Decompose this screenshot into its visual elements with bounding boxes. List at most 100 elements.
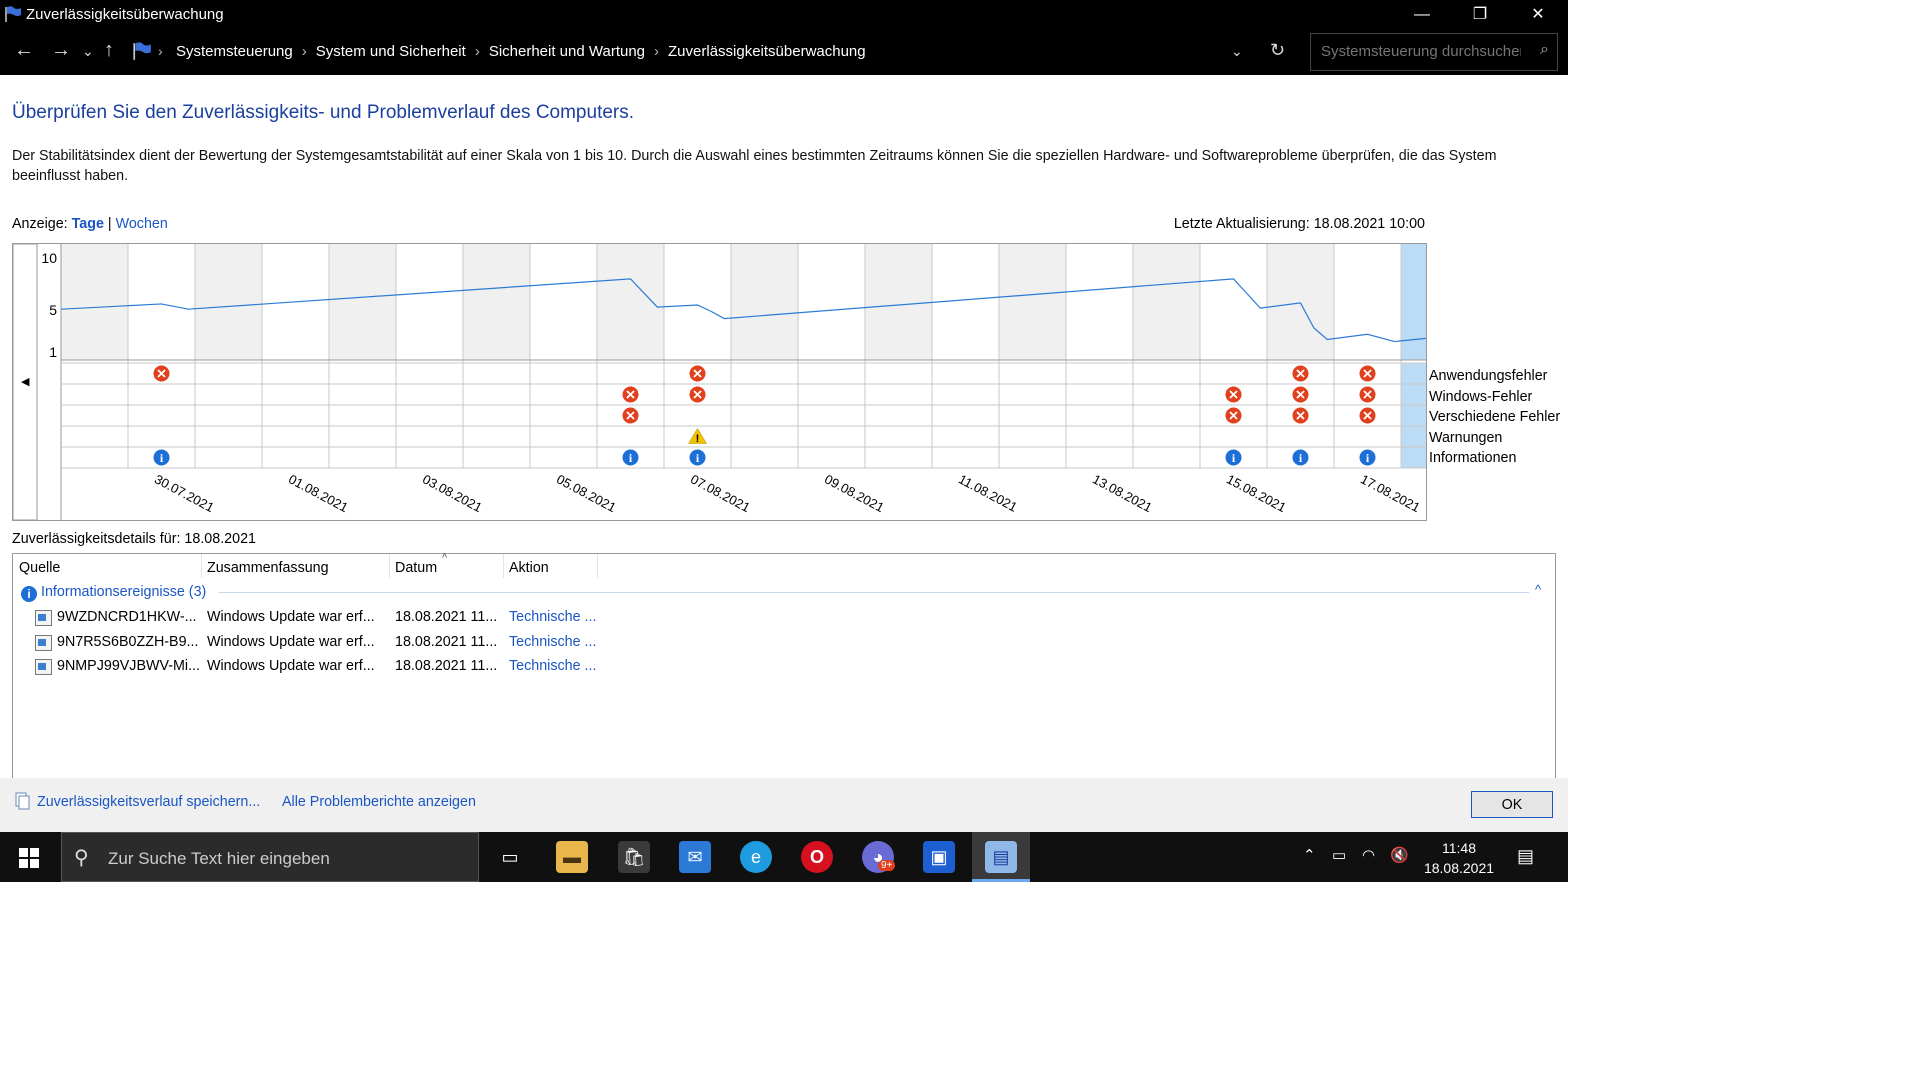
column-divider[interactable]: [503, 554, 504, 578]
file-explorer-icon[interactable]: ▬: [556, 841, 588, 873]
breadcrumb-separator-icon: ›: [158, 43, 163, 59]
last-update: Letzte Aktualisierung: 18.08.2021 10:00: [1173, 216, 1425, 232]
save-history-link[interactable]: Zuverlässigkeitsverlauf speichern...: [37, 794, 261, 810]
info-icon-glyph: i: [1366, 451, 1370, 465]
address-dropdown-icon[interactable]: ⌄: [1231, 43, 1243, 59]
notification-center-icon[interactable]: ▤: [1517, 846, 1535, 866]
info-icon: [689, 449, 706, 466]
search-box[interactable]: ⌕: [1310, 33, 1558, 71]
y-tick-label: 5: [49, 302, 57, 318]
column-header-summary[interactable]: Zusammenfassung: [207, 560, 329, 576]
info-icon-glyph: i: [160, 451, 164, 465]
edge-browser-icon[interactable]: e: [740, 841, 772, 873]
reliability-chart[interactable]: ◀▶1051ii!iiiii30.07.202101.08.202103.08.…: [12, 243, 1427, 521]
window-title: Zuverlässigkeitsüberwachung: [26, 6, 224, 23]
update-app-icon: [35, 635, 52, 651]
tray-overflow-icon[interactable]: ⌃: [1303, 847, 1316, 864]
address-bar: ← → ⌄ ↑ › Systemsteuerung › System und Sic…: [0, 29, 1568, 75]
forward-arrow-icon[interactable]: →: [51, 39, 71, 61]
error-icon-cross: [693, 390, 702, 399]
x-tick-label: 13.08.2021: [1090, 471, 1155, 515]
error-icon-cross: [693, 369, 702, 378]
error-icon-cross: [1363, 411, 1372, 420]
column-divider[interactable]: [201, 554, 202, 578]
scroll-left-icon[interactable]: ◀: [21, 376, 30, 388]
stability-index-line: [60, 278, 1426, 343]
page-description: Der Stabilitätsindex dient der Bewertung…: [12, 148, 1497, 184]
column-header-action[interactable]: Aktion: [509, 560, 549, 576]
column-divider[interactable]: [389, 554, 390, 578]
group-information-events[interactable]: i Informationsereignisse (3): [21, 584, 206, 602]
day-events-column: [61, 363, 128, 468]
search-icon[interactable]: ⌕: [1540, 41, 1549, 58]
breadcrumb-sicherheit-und-wartung[interactable]: Sicherheit und Wartung: [488, 43, 646, 60]
back-arrow-icon[interactable]: ←: [14, 39, 34, 61]
table-row[interactable]: 9NMPJ99VJBWV-Mi... Windows Update war er…: [35, 658, 635, 680]
info-icon-glyph: i: [696, 451, 700, 465]
speaker-muted-icon[interactable]: 🔇: [1390, 847, 1409, 864]
remote-desktop-icon[interactable]: ▣: [923, 841, 955, 873]
row-source: 9N7R5S6B0ZZH-B9...: [57, 634, 199, 650]
search-icon: ⚲: [74, 847, 89, 869]
x-tick-label: 03.08.2021: [420, 471, 485, 515]
windows-start-icon[interactable]: [19, 848, 39, 868]
wifi-icon[interactable]: ◠: [1362, 847, 1376, 864]
active-app-indicator: [972, 879, 1030, 882]
ok-button[interactable]: OK: [1471, 791, 1553, 818]
recent-dropdown-icon[interactable]: ⌄: [82, 43, 94, 59]
maximize-button[interactable]: ❐: [1472, 6, 1488, 23]
breadcrumb-system-und-sicherheit[interactable]: System und Sicherheit: [315, 43, 466, 60]
x-tick-label: 15.08.2021: [1224, 471, 1289, 515]
opera-browser-icon[interactable]: O: [801, 841, 833, 873]
reliability-monitor-app-icon[interactable]: ▤: [985, 841, 1017, 873]
error-icon-cross: [1363, 390, 1372, 399]
table-row[interactable]: 9WZDNCRD1HKW-... Windows Update war erf.…: [35, 609, 635, 631]
day-events-column: [1066, 363, 1133, 468]
row-summary: Windows Update war erf...: [207, 634, 375, 650]
minimize-button[interactable]: —: [1414, 6, 1430, 23]
breadcrumb-systemsteuerung[interactable]: Systemsteuerung: [176, 43, 293, 60]
day-events-column: [999, 363, 1066, 468]
collapse-group-icon[interactable]: ^: [1535, 582, 1542, 597]
day-column: [1133, 244, 1200, 360]
error-icon-cross: [626, 390, 635, 399]
info-icon: [622, 449, 639, 466]
close-button[interactable]: ✕: [1531, 6, 1545, 23]
view-days-link[interactable]: Tage: [71, 216, 104, 232]
column-header-date[interactable]: Datum: [395, 560, 438, 576]
column-header-source[interactable]: Quelle: [19, 560, 61, 576]
row-action-link[interactable]: Technische ...: [509, 658, 597, 674]
row-date: 18.08.2021 11...: [395, 634, 498, 650]
day-events-column: [463, 363, 530, 468]
mail-icon[interactable]: ✉: [679, 841, 711, 873]
taskbar-clock[interactable]: 11:48 18.08.2021: [1420, 838, 1498, 878]
store-icon[interactable]: 🛍: [618, 841, 650, 873]
x-tick-label: 11.08.2021: [956, 471, 1020, 514]
search-input[interactable]: [1319, 42, 1523, 61]
day-events-column: [396, 363, 463, 468]
table-row[interactable]: 9N7R5S6B0ZZH-B9... Windows Update war er…: [35, 634, 635, 656]
up-arrow-icon[interactable]: ↑: [104, 39, 114, 61]
clock-time: 11:48: [1442, 840, 1476, 856]
info-icon: i: [21, 586, 37, 602]
row-action-link[interactable]: Technische ...: [509, 634, 597, 650]
clock-date: 18.08.2021: [1423, 860, 1495, 876]
reliability-chart-svg[interactable]: ◀▶1051ii!iiiii30.07.202101.08.202103.08.…: [13, 244, 1426, 520]
breadcrumb-zuverlaessigkeit[interactable]: Zuverlässigkeitsüberwachung: [668, 43, 866, 60]
taskbar-search[interactable]: ⚲ Zur Suche Text hier eingeben: [61, 832, 479, 882]
footer-bar: Zuverlässigkeitsverlauf speichern... All…: [0, 778, 1568, 832]
day-column: [530, 244, 597, 360]
all-reports-link[interactable]: Alle Problemberichte anzeigen: [282, 794, 476, 810]
active-app-highlight[interactable]: ▤: [972, 832, 1030, 882]
battery-icon[interactable]: ▭: [1332, 847, 1347, 864]
task-view-icon[interactable]: ▭: [501, 847, 519, 867]
control-panel-flag-icon: [133, 42, 151, 60]
row-date: 18.08.2021 11...: [395, 658, 498, 674]
view-selector: Anzeige: Tage | Wochen: [12, 216, 168, 232]
view-weeks-link[interactable]: Wochen: [115, 216, 168, 232]
column-divider[interactable]: [597, 554, 598, 578]
refresh-icon[interactable]: ↻: [1270, 40, 1286, 60]
row-source: 9NMPJ99VJBWV-Mi...: [57, 658, 200, 674]
row-action-link[interactable]: Technische ...: [509, 609, 597, 625]
